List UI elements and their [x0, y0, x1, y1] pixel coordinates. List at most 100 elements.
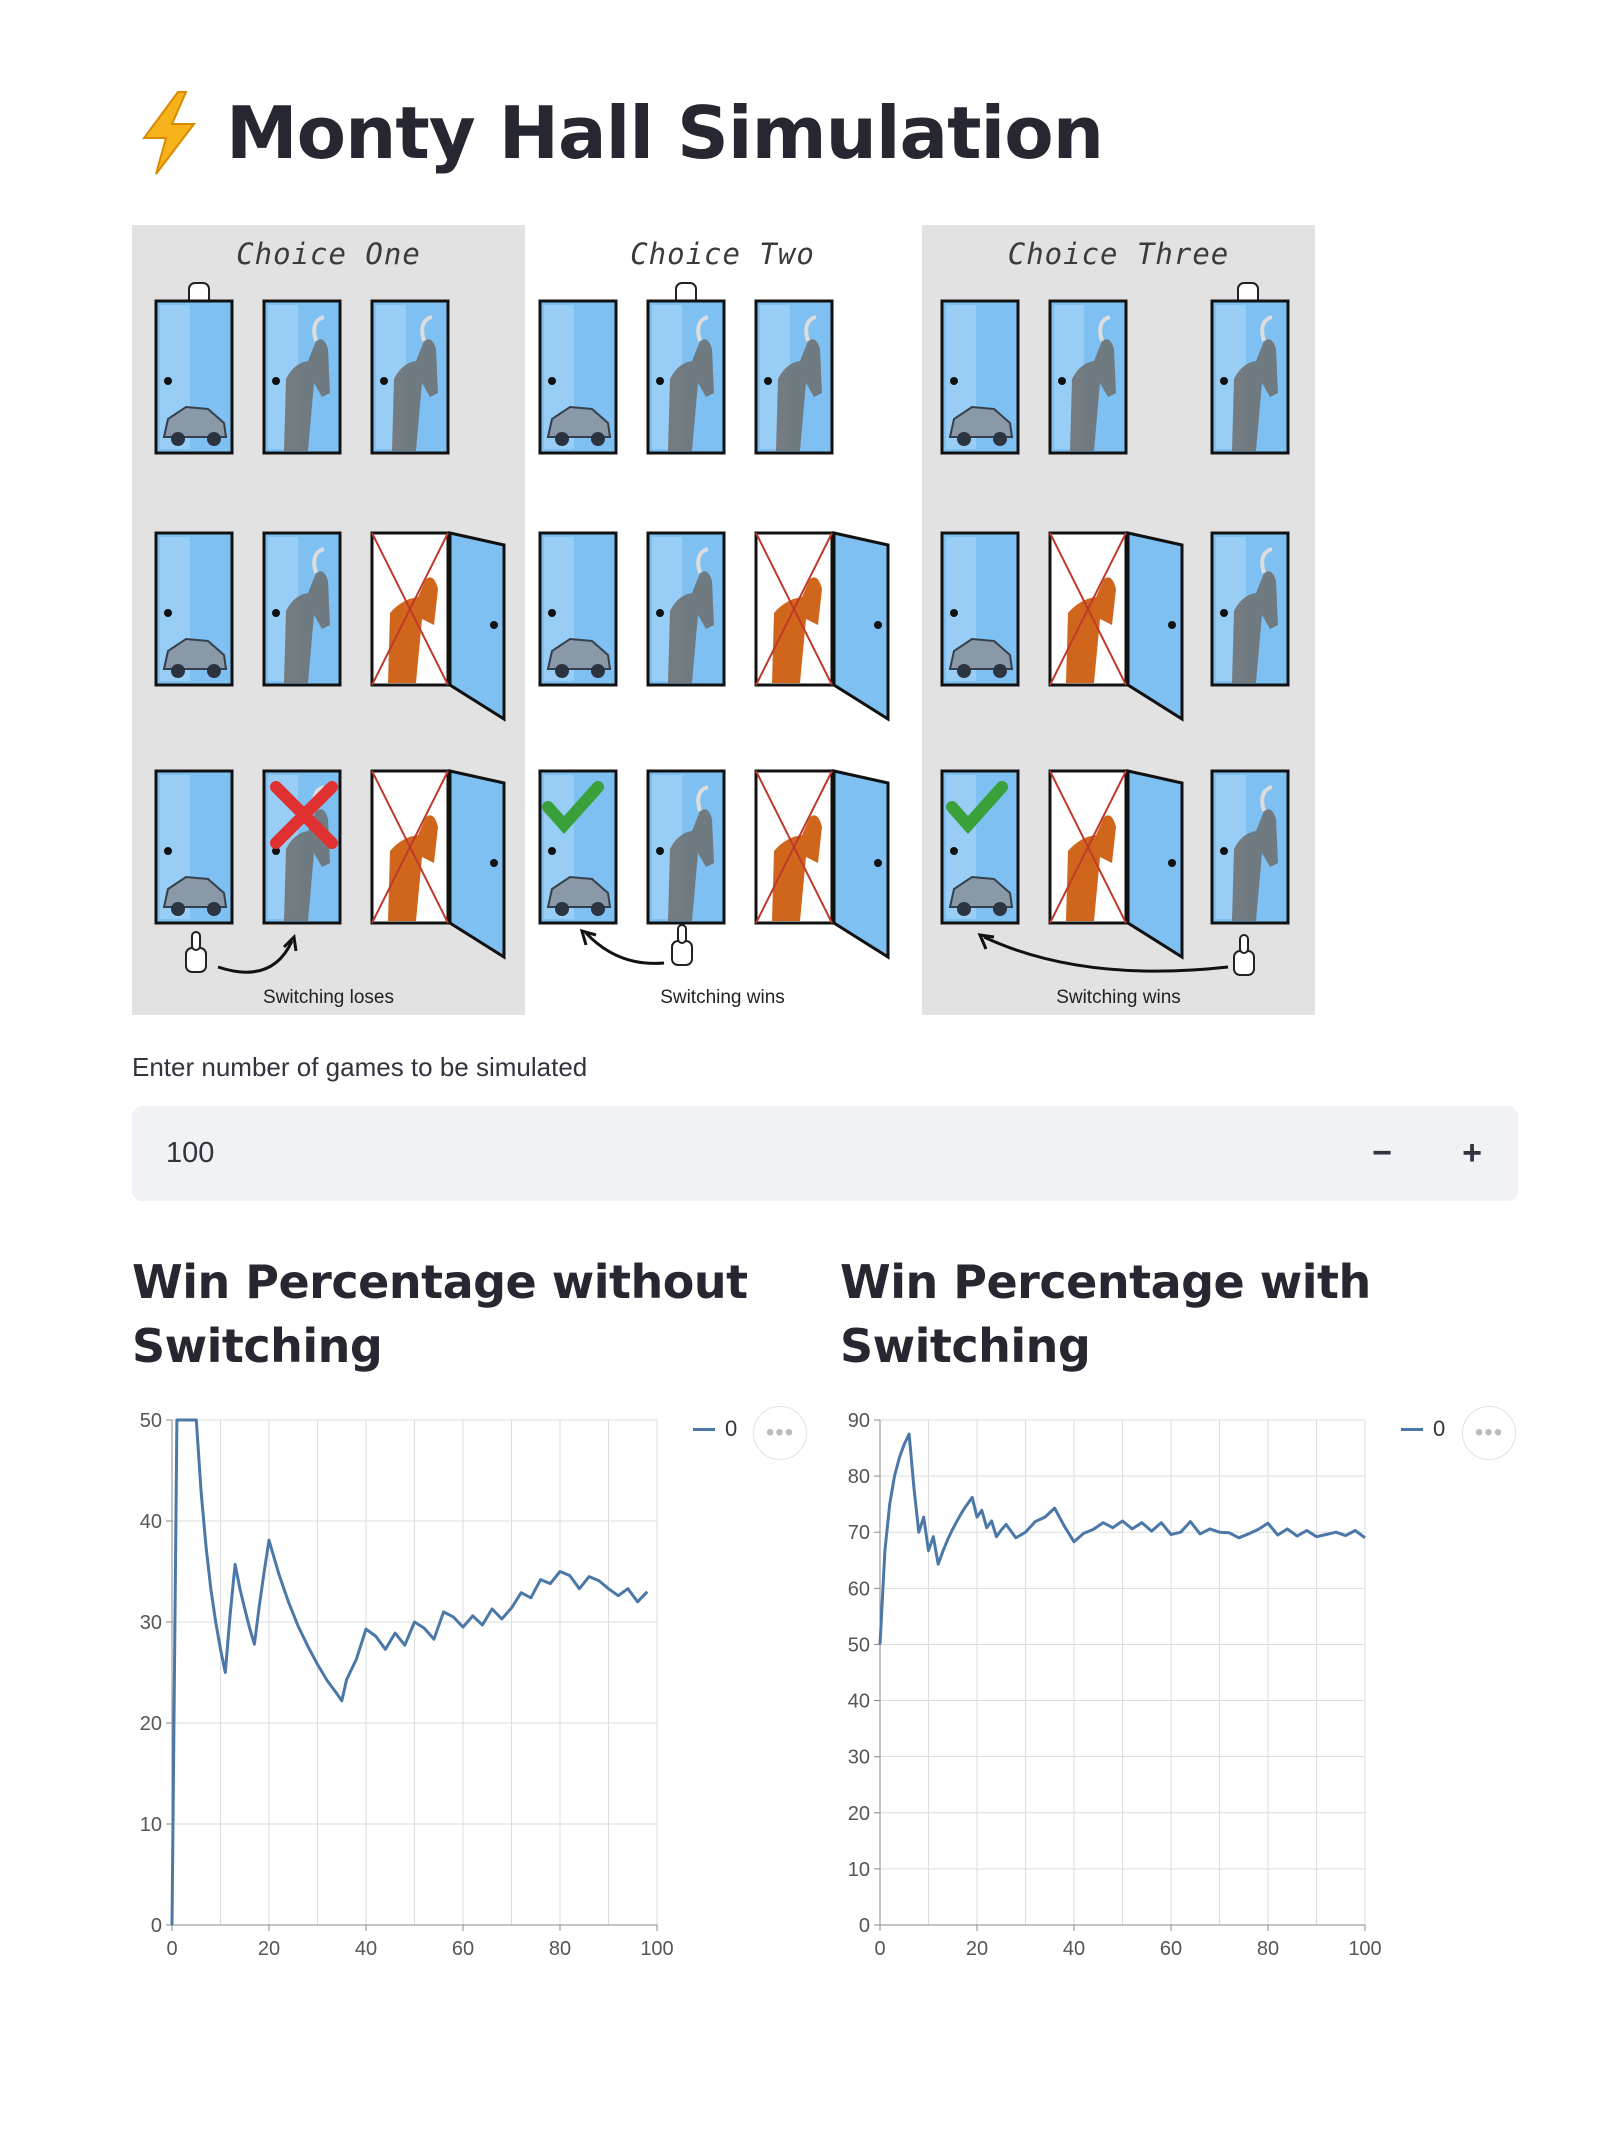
car-door [154, 769, 234, 925]
illustration-panel-choice-three: Choice Three Switching wins [922, 225, 1315, 1015]
games-number-input: − + [132, 1106, 1518, 1201]
goat-door [370, 299, 450, 455]
arrow-icon [579, 928, 665, 965]
illustration-panel-choice-one: Choice One Switching loses [132, 225, 525, 1015]
car-icon [162, 637, 228, 678]
arrow-icon [217, 933, 298, 974]
car-door [154, 299, 234, 455]
y-tick-label: 20 [848, 1803, 870, 1825]
x-tick-label: 80 [549, 1938, 571, 1960]
car-icon [546, 637, 612, 678]
x-tick-label: 0 [874, 1938, 885, 1960]
games-input-label: Enter number of games to be simulated [132, 1052, 588, 1082]
car-door [154, 531, 234, 687]
x-tick-label: 100 [640, 1938, 673, 1960]
goat-door [1210, 769, 1290, 925]
x-tick-label: 100 [1348, 1938, 1381, 1960]
car-icon [162, 875, 228, 916]
decrement-button[interactable]: − [1372, 1134, 1392, 1172]
panel-title: Choice One [236, 237, 421, 271]
arrow-icon [977, 933, 1229, 973]
chart-heading-switch: Win Percentage with Switching [840, 1255, 1371, 1373]
x-tick-label: 60 [452, 1938, 474, 1960]
x-tick-label: 20 [966, 1938, 988, 1960]
y-tick-label: 50 [848, 1634, 870, 1656]
y-tick-label: 40 [140, 1511, 162, 1533]
increment-button[interactable]: + [1462, 1134, 1482, 1172]
y-tick-label: 20 [140, 1713, 162, 1735]
checkmark-icon [542, 781, 604, 835]
open-door-goat [754, 769, 890, 960]
car-icon [948, 637, 1014, 678]
goat-icon [668, 785, 714, 921]
x-tick-label: 80 [1257, 1938, 1279, 1960]
y-tick-label: 0 [859, 1915, 870, 1937]
chart-menu-button[interactable]: ••• [753, 1406, 807, 1460]
goat-icon [1232, 315, 1278, 451]
grid-lines [879, 1419, 1366, 1926]
car-icon [162, 405, 228, 446]
panel-caption: Switching loses [263, 987, 394, 1008]
chart-legend-no-switch: 0 [693, 1416, 737, 1442]
series-line [878, 1432, 1366, 1645]
panel-drawing [940, 282, 1290, 976]
pointing-hand-icon [1233, 934, 1255, 976]
open-door-goat [754, 531, 890, 722]
goat-icon [1232, 547, 1278, 683]
car-door [940, 769, 1020, 925]
y-tick-label: 50 [140, 1410, 162, 1432]
chart-heading-no-switch: Win Percentage without Switching [132, 1255, 748, 1373]
goat-icon [668, 315, 714, 451]
goat-door [646, 769, 726, 925]
open-door-goat [370, 769, 506, 960]
y-tick-label: 10 [848, 1859, 870, 1881]
goat-icon [1070, 315, 1116, 451]
y-tick-label: 90 [848, 1410, 870, 1432]
car-door [940, 299, 1020, 455]
chart-switch: 0 10 20 30 40 50 60 70 80 90 0 20 40 60 80 100 [848, 1410, 1382, 1960]
y-tick-label: 80 [848, 1466, 870, 1488]
y-tick-label: 0 [151, 1915, 162, 1937]
monty-hall-illustration: Choice One Switching loses Choice Two Sw… [132, 225, 1315, 1015]
goat-door [646, 299, 726, 455]
pointing-hand-icon [671, 924, 693, 966]
page-title: Monty Hall Simulation [134, 90, 1104, 176]
series-line [170, 1418, 649, 1926]
car-icon [948, 405, 1014, 446]
goat-icon [776, 315, 822, 451]
car-door [538, 531, 618, 687]
legend-label: 0 [725, 1416, 738, 1441]
panel-caption: Switching wins [1056, 987, 1181, 1008]
lightning-bolt-icon [142, 91, 197, 175]
car-door [538, 769, 618, 925]
y-tick-label: 60 [848, 1578, 870, 1600]
goat-icon [668, 547, 714, 683]
car-icon [948, 875, 1014, 916]
open-door-goat [1048, 769, 1184, 960]
goat-door [1210, 299, 1290, 455]
legend-swatch [693, 1427, 715, 1431]
panel-title: Choice Three [1007, 237, 1230, 271]
pointing-hand-icon [185, 931, 207, 973]
panel-drawing [154, 282, 506, 974]
open-door-goat [1048, 531, 1184, 722]
goat-icon [392, 315, 438, 451]
legend-swatch [1401, 1427, 1423, 1431]
y-tick-label: 30 [848, 1747, 870, 1769]
games-input-field[interactable] [164, 1136, 1268, 1171]
chart-menu-button[interactable]: ••• [1462, 1406, 1516, 1460]
y-tick-label: 30 [140, 1612, 162, 1634]
car-door [940, 531, 1020, 687]
goat-icon [284, 315, 330, 451]
open-door-goat [370, 531, 506, 722]
chart-legend-switch: 0 [1401, 1416, 1445, 1442]
checkmark-icon [946, 781, 1008, 835]
goat-door [1210, 531, 1290, 687]
x-tick-label: 60 [1160, 1938, 1182, 1960]
goat-door [754, 299, 834, 455]
goat-door [262, 299, 342, 455]
grid-lines [171, 1419, 658, 1926]
x-tick-label: 40 [355, 1938, 377, 1960]
goat-icon [284, 547, 330, 683]
car-icon [546, 875, 612, 916]
